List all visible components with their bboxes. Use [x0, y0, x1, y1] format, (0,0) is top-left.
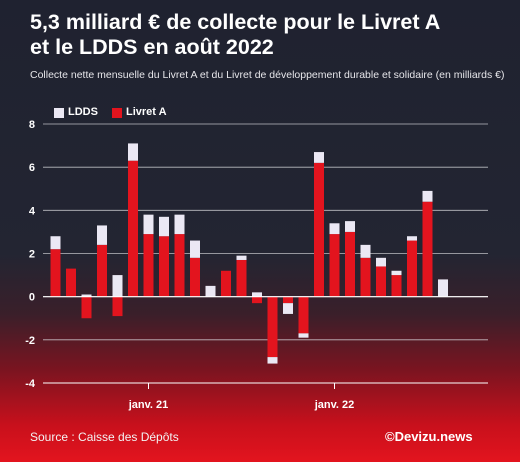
bar-livret-a [345, 231, 355, 297]
bar-ldds [298, 333, 309, 338]
bar-ldds [205, 285, 216, 297]
title-line-2: et le LDDS en août 2022 [30, 35, 274, 59]
bar-livret-a [298, 296, 309, 334]
y-tick-label: 4 [29, 205, 36, 217]
bar-ldds [314, 152, 324, 163]
bar-ldds [81, 294, 92, 297]
x-tick-label: janv. 21 [128, 399, 169, 411]
bar-livret-a [66, 268, 76, 297]
bar-ldds [112, 275, 123, 297]
bar-ldds [360, 244, 371, 258]
bar-livret-a [360, 257, 371, 297]
bar-livret-a [407, 240, 417, 297]
bar-livret-a [97, 244, 107, 297]
bar-livret-a [50, 249, 61, 297]
bar-livret-a [314, 162, 324, 297]
bar-ldds [267, 357, 278, 364]
bar-ldds [128, 143, 138, 161]
bar-livret-a [267, 296, 278, 358]
bar-livret-a [81, 296, 92, 319]
bar-ldds [97, 225, 107, 245]
source-note: Source : Caisse des Dépôts [30, 430, 179, 444]
bar-ldds [252, 292, 262, 297]
legend-swatch-ldds [54, 108, 64, 118]
bar-livret-a [190, 257, 200, 297]
bar-livret-a [376, 266, 386, 297]
bar-livret-a [283, 296, 293, 304]
bar-livret-a [252, 296, 262, 304]
bar-ldds [438, 279, 448, 297]
bar-livret-a [236, 259, 247, 297]
bar-ldds [283, 303, 293, 314]
bar-ldds [190, 240, 200, 258]
bar-ldds [50, 236, 61, 250]
chart-title: 5,3 milliard € de collecte pour le Livre… [30, 10, 500, 60]
brand-credit: ©Devizu.news [385, 429, 473, 444]
bar-livret-a [174, 234, 185, 297]
y-tick-label: -4 [25, 378, 36, 390]
y-tick-label: 8 [29, 119, 35, 131]
bar-ldds [422, 190, 433, 202]
bar-livret-a [128, 160, 138, 297]
bar-ldds [143, 214, 154, 235]
bar-livret-a [422, 201, 433, 297]
bar-ldds [329, 223, 340, 235]
bar-ldds [174, 214, 185, 235]
bar-ldds [159, 216, 169, 237]
bar-ldds [391, 270, 402, 276]
y-tick-label: 2 [29, 249, 35, 261]
legend-swatch-livret-a [112, 108, 122, 118]
bar-ldds [236, 255, 247, 260]
title-line-1: 5,3 milliard € de collecte pour le Livre… [30, 10, 441, 34]
y-tick-label: 6 [29, 162, 35, 174]
bar-livret-a [112, 296, 123, 317]
y-tick-label: -2 [25, 335, 35, 347]
y-tick-label: 0 [29, 292, 35, 304]
legend-label-ldds: LDDS [68, 106, 98, 118]
bar-livret-a [221, 270, 231, 297]
bar-ldds [407, 236, 417, 241]
bar-livret-a [329, 234, 340, 297]
bar-livret-a [391, 275, 402, 297]
bar-livret-a [143, 234, 154, 297]
bar-livret-a [159, 236, 169, 297]
bar-ldds [376, 257, 386, 267]
x-tick-label: janv. 22 [314, 399, 355, 411]
bar-ldds [345, 221, 355, 232]
chart-subtitle: Collecte nette mensuelle du Livret A et … [30, 69, 505, 81]
legend-label-livret-a: Livret A [126, 106, 167, 118]
